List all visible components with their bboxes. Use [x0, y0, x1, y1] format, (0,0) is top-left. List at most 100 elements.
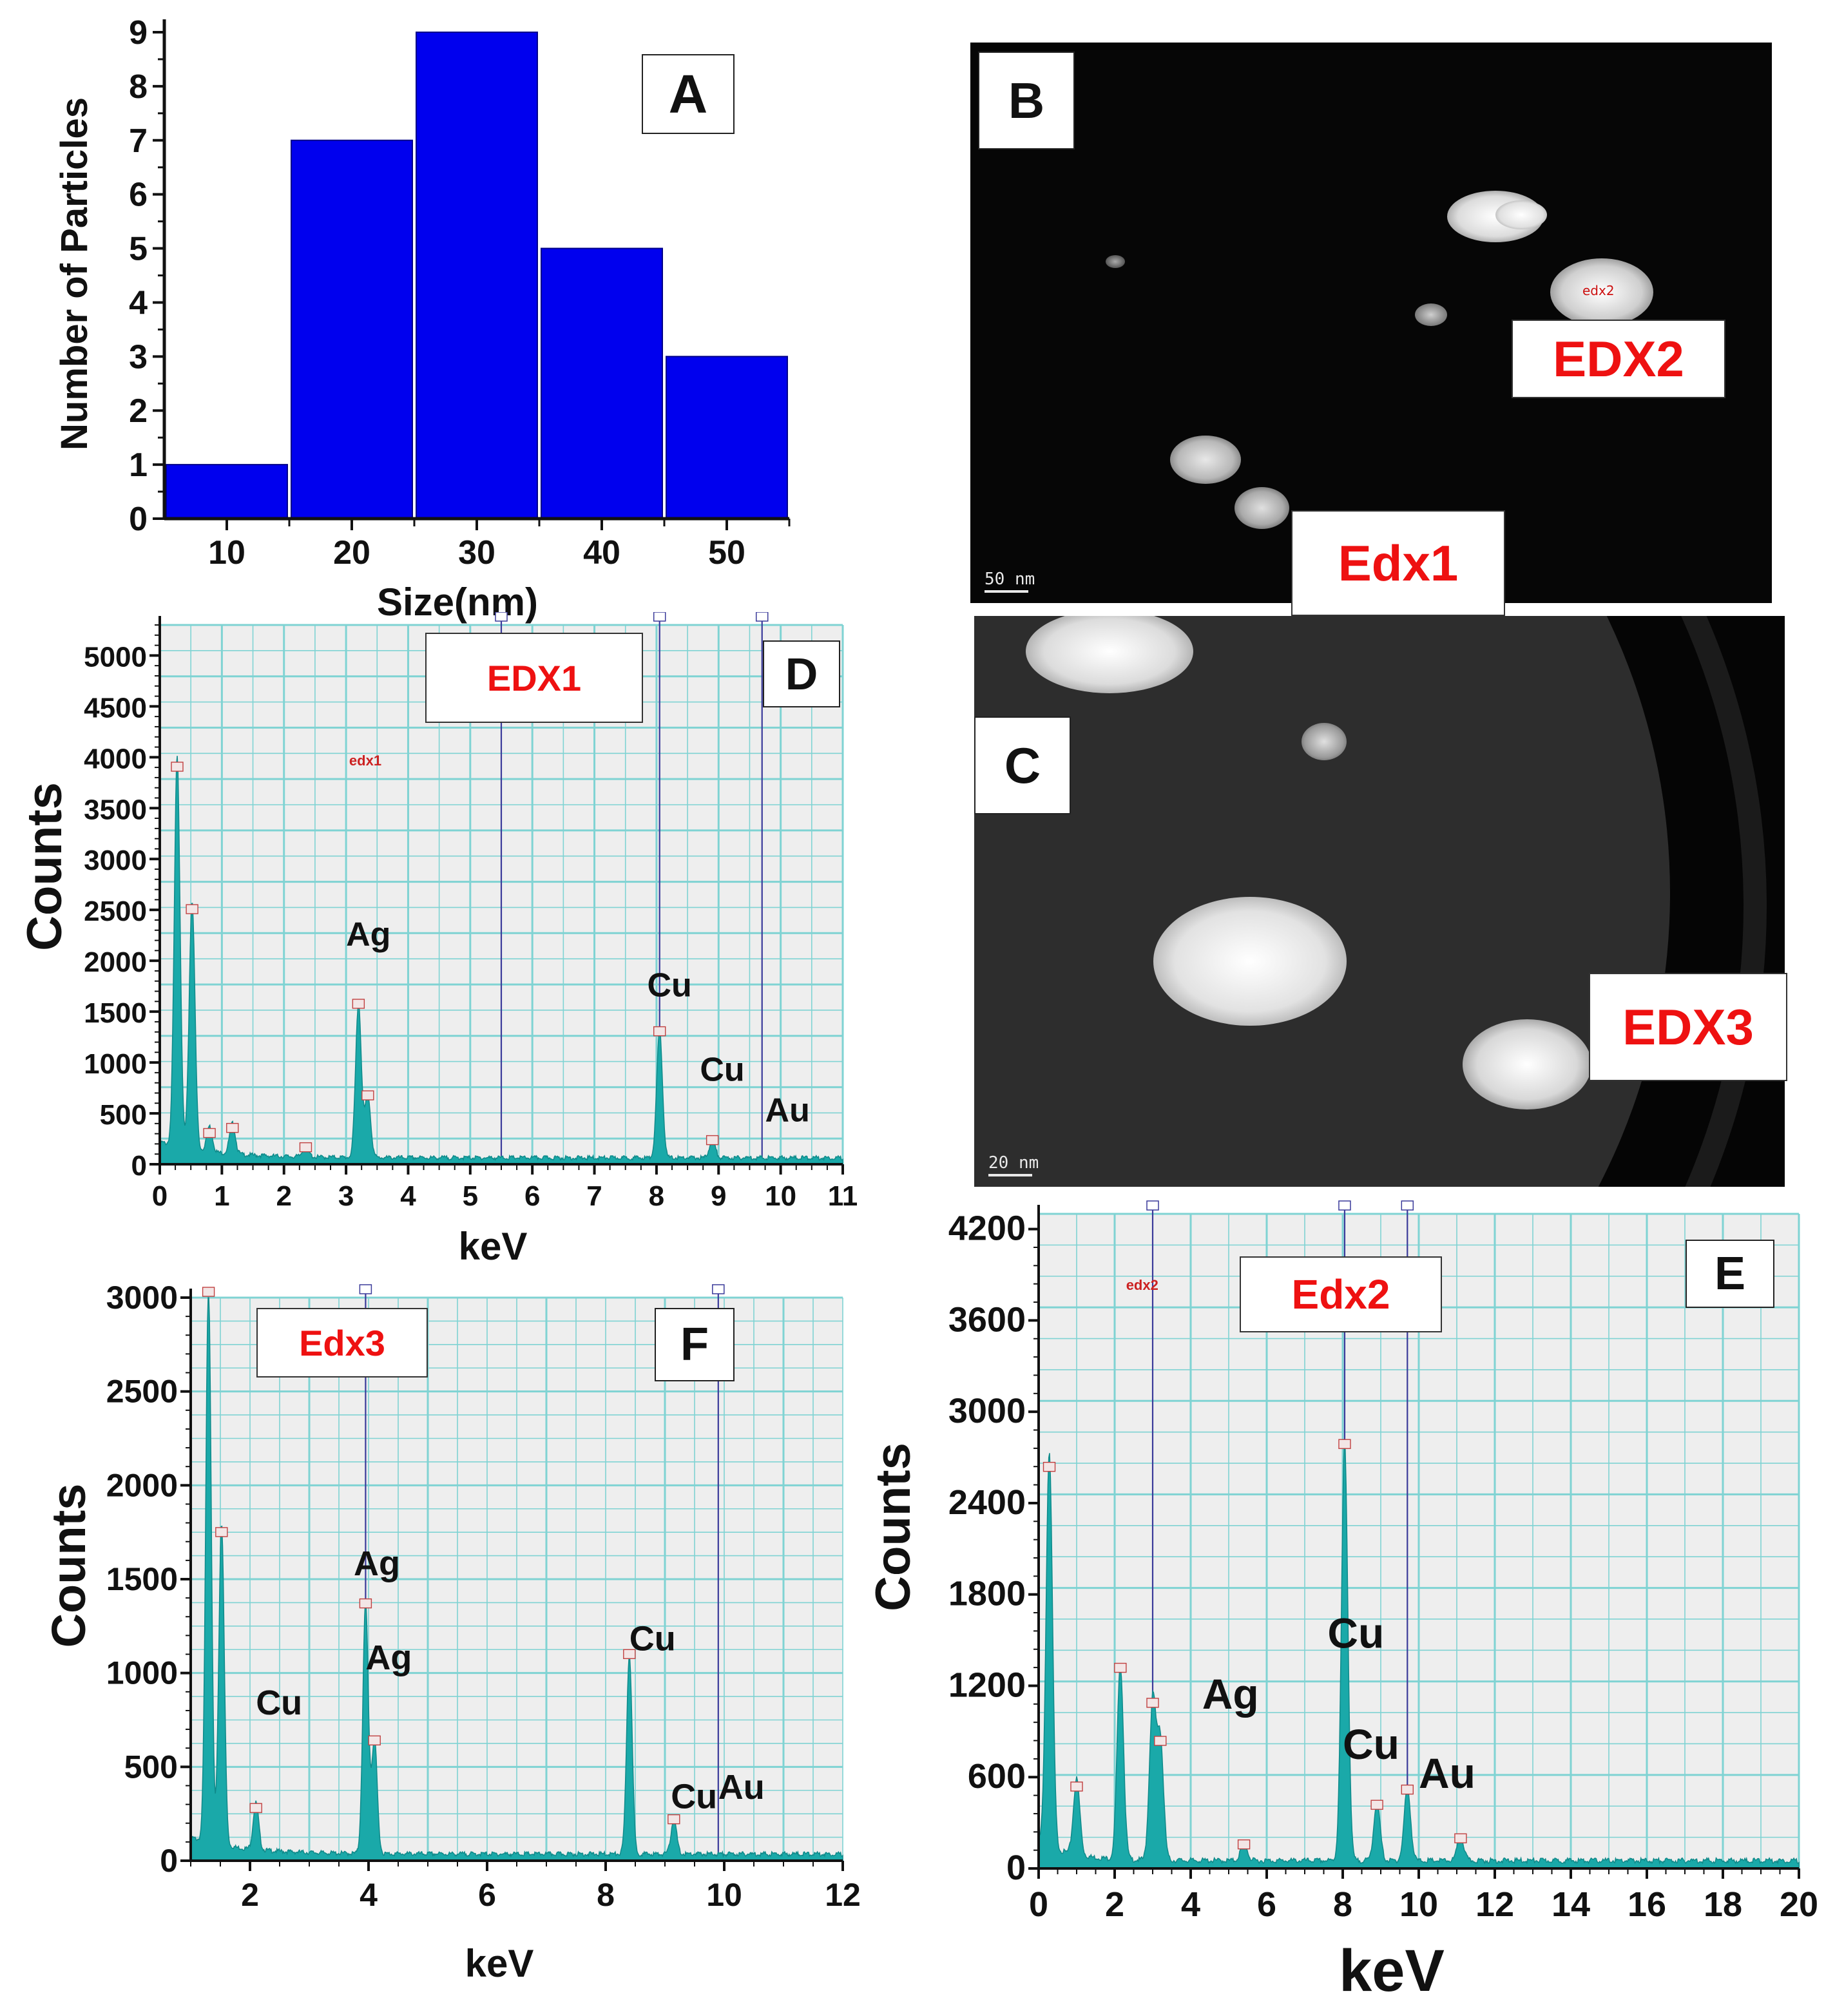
histogram-y-tick-label: 2	[129, 392, 148, 430]
histogram-bar	[666, 356, 788, 519]
element-label: Ag	[346, 916, 390, 953]
element-label: Ag	[365, 1638, 412, 1677]
histogram-y-tick-label: 7	[129, 122, 148, 160]
spectrum-x-tick-label: 3	[338, 1180, 354, 1212]
histogram-chart: 0 1 2 3 4 5 6 7 8 9 10 20 30 40 50 Size(nm) Number of …	[53, 14, 791, 624]
histogram-bar	[416, 32, 538, 519]
element-label: Cu	[700, 1051, 744, 1089]
histogram-bar	[541, 247, 663, 519]
spectrum-x-tick-label: 12	[825, 1877, 861, 1913]
edx2-ylabel: Counts	[866, 1443, 921, 1611]
particle	[1106, 255, 1125, 268]
spectrum-y-tick-label: 3000	[106, 1282, 178, 1316]
spectrum-y-tick-label: 0	[1006, 1848, 1026, 1887]
spectrum-y-tick-label: 4500	[84, 692, 147, 724]
spectrum-x-tick-label: 18	[1704, 1885, 1742, 1924]
element-label: Au	[718, 1768, 765, 1807]
spectrum-peak-marker	[186, 904, 198, 914]
spectrum-x-tick-label: 12	[1475, 1885, 1514, 1924]
spectrum-peak-marker	[1146, 1698, 1159, 1708]
edx3-spectrum-chart: 0 500 1000 1500 2000 2500 3000 2 4 6 8 10 12 Cu Ag Ag Cu…	[42, 1282, 861, 1985]
spectrum-marker-tag	[1401, 1200, 1414, 1211]
histogram-y-tick-label: 0	[129, 501, 148, 538]
spectrum-x-tick-label: 2	[1105, 1885, 1124, 1924]
spectrum-peak-marker	[1454, 1833, 1467, 1843]
micrograph-c: 20 nm	[974, 616, 1785, 1187]
element-label: Cu	[1327, 1609, 1384, 1656]
spectrum-y-tick-label: 500	[100, 1099, 147, 1131]
spectrum-inline-tag: edx1	[349, 753, 381, 769]
spectrum-y-tick-label: 1000	[106, 1655, 178, 1691]
spectrum-marker-tag	[653, 612, 666, 622]
spectrum-x-tick-label: 8	[1333, 1885, 1352, 1924]
spectrum-x-tick-label: 11	[828, 1180, 858, 1212]
histogram-x-tick-label: 10	[208, 534, 245, 571]
element-label: Ag	[1202, 1670, 1259, 1718]
spectrum-peak-marker	[202, 1287, 215, 1297]
tag-edx1: Edx1	[1291, 510, 1505, 616]
histogram-bar	[291, 139, 413, 519]
scale-bar-b-label: 50 nm	[985, 570, 1035, 589]
particle	[1026, 616, 1193, 693]
edx1-xlabel: keV	[459, 1225, 528, 1268]
spectrum-y-tick-label: 3000	[84, 845, 147, 876]
spectrum-peak-marker	[361, 1090, 374, 1100]
spectrum-y-tick-label: 500	[124, 1749, 178, 1785]
spectrum-peak-marker	[1401, 1784, 1414, 1795]
spectrum-y-tick-label: 0	[160, 1843, 178, 1879]
spectrum-peak-marker	[171, 762, 184, 772]
particle	[1415, 303, 1447, 326]
particle	[1495, 200, 1547, 229]
spectrum-marker-tag	[359, 1284, 372, 1294]
scale-bar-b: 50 nm	[985, 570, 1035, 593]
spectrum-x-tick-label: 8	[597, 1877, 615, 1913]
spectrum-y-tick-label: 2400	[948, 1483, 1026, 1522]
spectrum-x-tick-label: 8	[649, 1180, 664, 1212]
element-label: Cu	[671, 1777, 717, 1816]
spectrum-peak-marker	[1042, 1461, 1056, 1472]
spectrum-x-tick-label: 6	[478, 1877, 496, 1913]
spectrum-peak-marker	[1070, 1781, 1083, 1792]
spectrum-x-tick-label: 7	[586, 1180, 602, 1212]
element-label: Cu	[1343, 1720, 1399, 1768]
spectrum-peak-marker	[668, 1814, 680, 1825]
spectrum-peak-marker	[226, 1122, 239, 1133]
panel-letter-F: F	[655, 1308, 735, 1381]
spectrum-y-tick-label: 3600	[948, 1300, 1026, 1339]
spectrum-x-tick-label: 0	[152, 1180, 168, 1212]
tag-edx3: EDX3	[1589, 973, 1787, 1081]
edx3-title-box: Edx3	[256, 1308, 428, 1378]
spectrum-peak-marker	[299, 1142, 312, 1153]
spectrum-y-tick-label: 5000	[84, 641, 147, 673]
spectrum-peak-marker	[653, 1026, 666, 1037]
spectrum-y-tick-label: 2500	[84, 896, 147, 927]
spectrum-marker-tag	[495, 612, 508, 622]
spectrum-peak-marker	[1370, 1800, 1383, 1810]
spectrum-peak-marker	[706, 1135, 719, 1146]
panel-letter-D: D	[763, 640, 840, 707]
particle	[1302, 723, 1347, 760]
spectrum-y-tick-label: 3000	[948, 1392, 1026, 1430]
edx1-title-box: EDX1	[425, 633, 643, 723]
spectrum-peak-marker	[215, 1527, 228, 1537]
element-label: Au	[1419, 1749, 1475, 1797]
tag-edx2: EDX2	[1512, 320, 1725, 398]
histogram-x-tick-label: 50	[708, 534, 745, 571]
spectrum-x-tick-label: 6	[1257, 1885, 1276, 1924]
spectrum-x-tick-label: 6	[524, 1180, 540, 1212]
particle	[1153, 897, 1347, 1026]
spectrum-x-tick-label: 2	[276, 1180, 291, 1212]
substrate-edge	[974, 616, 1767, 1187]
element-label: Cu	[629, 1620, 676, 1658]
edx2-xlabel: keV	[1339, 1938, 1445, 2004]
spectrum-y-tick-label: 1500	[84, 997, 147, 1029]
spectrum-peak-marker	[368, 1735, 381, 1745]
spectrum-inline-tag: edx2	[1126, 1277, 1158, 1293]
spectrum-trace	[159, 756, 843, 1165]
spectrum-x-tick-label: 4	[1181, 1885, 1200, 1924]
spectrum-x-tick-label: 10	[1399, 1885, 1438, 1924]
spectrum-peak-marker	[249, 1803, 262, 1813]
spectrum-x-tick-label: 1	[214, 1180, 229, 1212]
edx1-spectrum-chart: 0 500 1000 1500 2000 2500 3000 3500 4000 4500 5000…	[17, 612, 858, 1268]
spectrum-marker-tag	[1338, 1200, 1351, 1211]
